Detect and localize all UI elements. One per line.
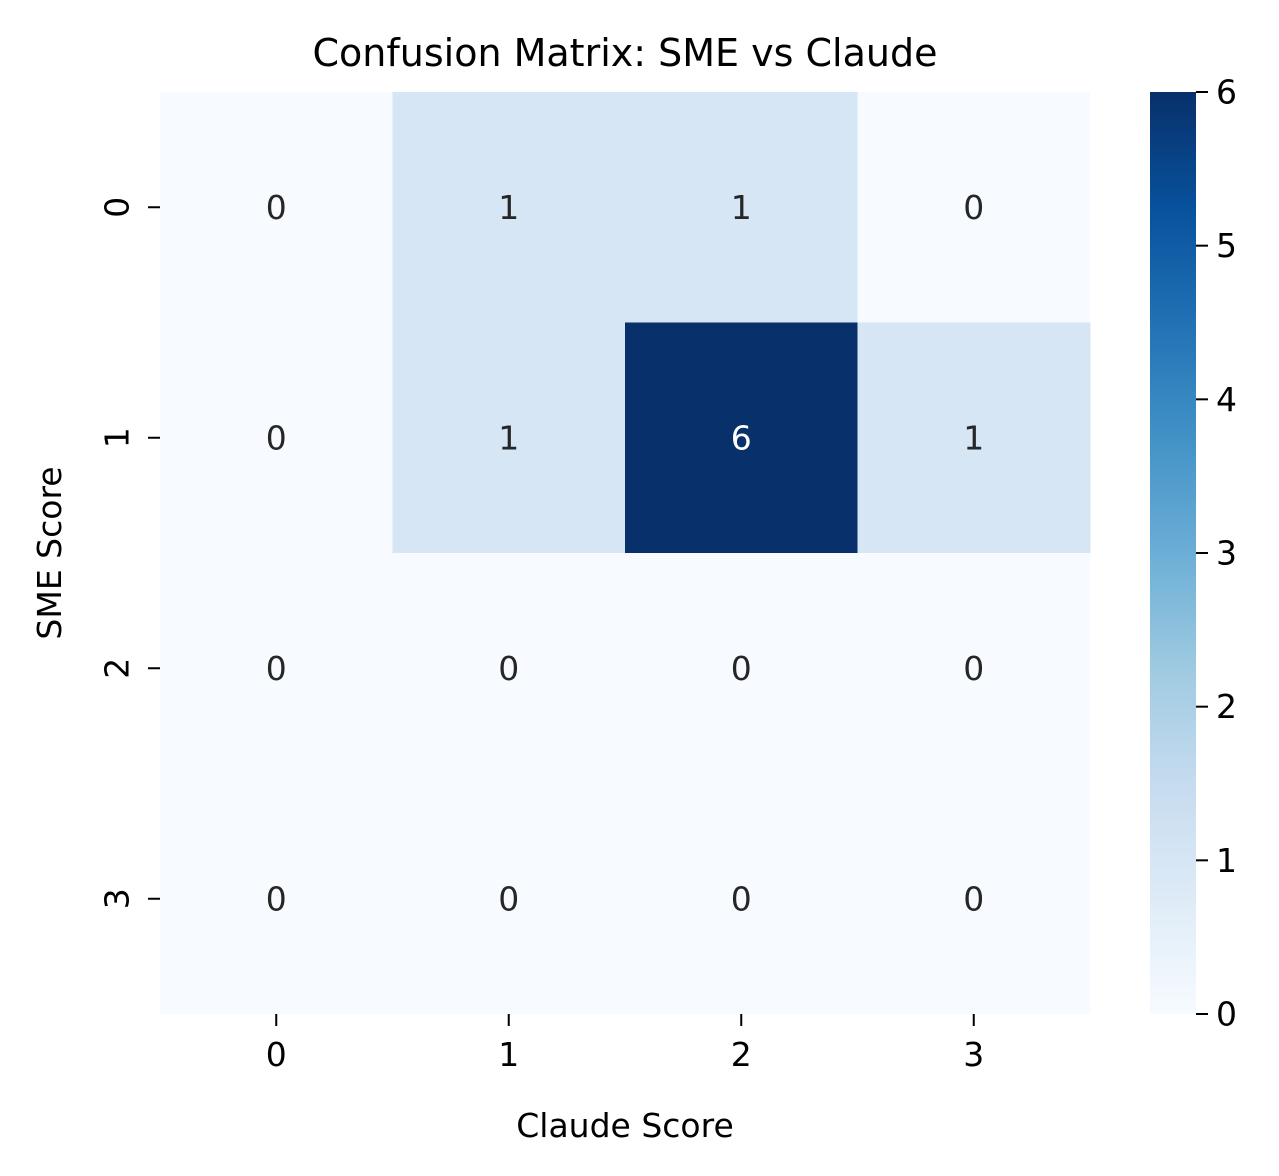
colorbar (1150, 92, 1196, 1014)
colorbar-tick-label: 2 (1216, 687, 1237, 726)
heatmap-cell (392, 322, 626, 554)
cell-value-label: 0 (963, 879, 984, 918)
heatmap-cell (857, 783, 1091, 1015)
colorbar-tick-label: 6 (1216, 73, 1237, 112)
heatmap-cell (392, 553, 626, 784)
y-tick-label: 0 (98, 197, 137, 218)
heatmap-cell (160, 322, 393, 554)
colorbar-ticks: 0 1 2 3 4 5 6 (1196, 73, 1237, 1034)
heatmap-cell (160, 92, 393, 323)
cell-value-label: 1 (498, 418, 519, 457)
x-tick-label: 1 (498, 1035, 519, 1074)
heatmap-cells (160, 92, 1091, 1015)
cell-value-label: 0 (963, 188, 984, 227)
colorbar-tick-label: 5 (1216, 226, 1237, 265)
y-axis-ticks: 0 1 2 3 (98, 197, 160, 909)
y-tick-label: 1 (98, 427, 137, 448)
cell-value-label: 6 (731, 418, 752, 457)
heatmap-cell (625, 553, 858, 784)
cell-value-label: 0 (498, 879, 519, 918)
cell-value-label: 0 (266, 649, 287, 688)
heatmap-cell (160, 783, 393, 1015)
cell-value-label: 0 (266, 879, 287, 918)
heatmap-cell (857, 92, 1091, 323)
cell-value-label: 1 (731, 188, 752, 227)
heatmap-cell (392, 92, 626, 323)
y-axis-label: SME Score (30, 466, 69, 639)
y-tick-label: 2 (98, 658, 137, 679)
heatmap-cell (625, 92, 858, 323)
heatmap-cell (625, 322, 858, 554)
cell-value-label: 0 (498, 649, 519, 688)
chart-title: Confusion Matrix: SME vs Claude (313, 31, 938, 75)
y-tick-label: 3 (98, 888, 137, 909)
colorbar-tick-label: 1 (1216, 841, 1237, 880)
cell-value-label: 1 (498, 188, 519, 227)
heatmap-cell (857, 322, 1091, 554)
colorbar-tick-label: 3 (1216, 534, 1237, 573)
cell-value-label: 0 (266, 418, 287, 457)
colorbar-tick-label: 4 (1216, 380, 1237, 419)
heatmap-cell (625, 783, 858, 1015)
cell-value-label: 1 (963, 418, 984, 457)
heatmap-cell (160, 553, 393, 784)
cell-value-label: 0 (266, 188, 287, 227)
cell-value-label: 0 (731, 649, 752, 688)
heatmap-cell-labels: 0 1 1 0 0 1 6 1 0 0 0 0 0 0 0 0 (266, 188, 985, 919)
colorbar-tick-label: 0 (1216, 995, 1237, 1034)
heatmap-cell (857, 553, 1091, 784)
x-axis-ticks: 0 1 2 3 (266, 1014, 984, 1074)
x-tick-label: 0 (266, 1035, 287, 1074)
x-tick-label: 3 (963, 1035, 984, 1074)
cell-value-label: 0 (963, 649, 984, 688)
cell-value-label: 0 (731, 879, 752, 918)
x-tick-label: 2 (731, 1035, 752, 1074)
heatmap-cell (392, 783, 626, 1015)
x-axis-label: Claude Score (516, 1106, 734, 1145)
